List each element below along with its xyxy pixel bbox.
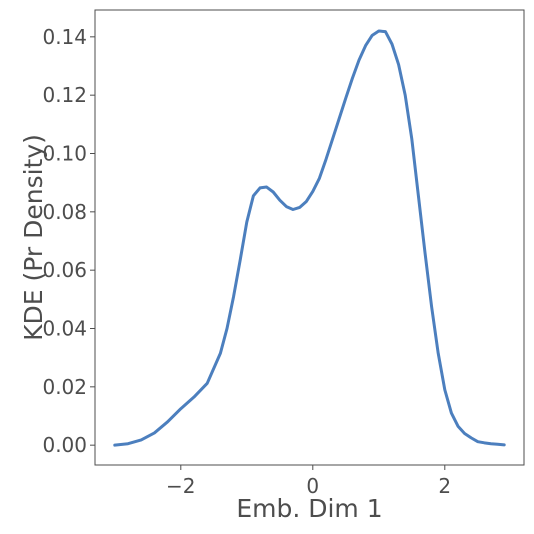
y-axis-label: KDE (Pr Density) bbox=[19, 134, 48, 341]
y-tick-label: 0.10 bbox=[42, 142, 87, 166]
plot-frame bbox=[94, 9, 525, 466]
x-axis-label: Emb. Dim 1 bbox=[236, 494, 382, 523]
y-tick-label: 0.02 bbox=[42, 375, 87, 399]
x-tick-label: 0 bbox=[306, 474, 319, 498]
y-tick-label: 0.06 bbox=[42, 258, 87, 282]
kde-line bbox=[113, 29, 506, 447]
plot-area bbox=[113, 29, 506, 447]
y-tick-label: 0.00 bbox=[42, 433, 87, 457]
axis-ticks: −2 0 2 0.00 0.02 0.04 0.06 0.08 0.10 0.12 0.14 bbox=[42, 25, 451, 498]
y-tick-label: 0.04 bbox=[42, 317, 87, 341]
y-tick-label: 0.12 bbox=[42, 83, 87, 107]
x-tick-label: 2 bbox=[438, 474, 451, 498]
y-tick-label: 0.14 bbox=[42, 25, 87, 49]
y-tick-label: 0.08 bbox=[42, 200, 87, 224]
x-tick-label: −2 bbox=[166, 474, 195, 498]
